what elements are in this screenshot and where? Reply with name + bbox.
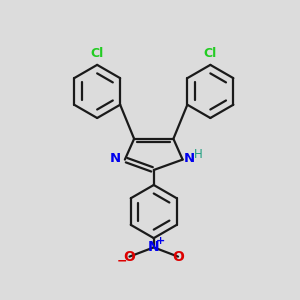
Text: N: N xyxy=(184,152,195,165)
Text: O: O xyxy=(172,250,184,264)
Text: Cl: Cl xyxy=(91,47,104,60)
Text: N: N xyxy=(110,152,121,165)
Text: N: N xyxy=(148,240,160,254)
Text: H: H xyxy=(194,148,203,161)
Text: +: + xyxy=(156,236,165,246)
Text: Cl: Cl xyxy=(204,47,217,60)
Text: −: − xyxy=(117,254,128,267)
Text: O: O xyxy=(124,250,135,264)
